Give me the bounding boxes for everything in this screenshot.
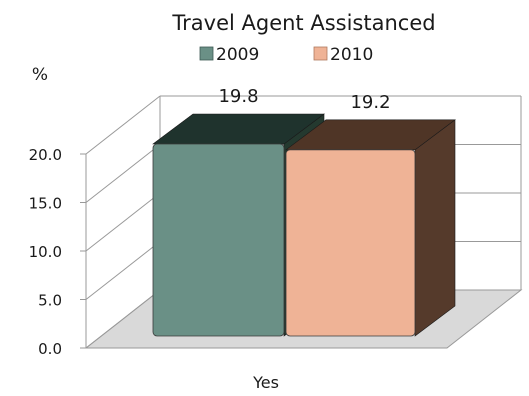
data-label-2010: 19.2 xyxy=(350,92,390,113)
y-tick-label: 20.0 xyxy=(29,146,62,164)
bars xyxy=(152,113,456,337)
y-tick-label: 5.0 xyxy=(38,292,62,310)
y-tick-label: 15.0 xyxy=(29,195,62,213)
gridline-depth xyxy=(85,95,161,155)
y-axis-label: % xyxy=(32,65,48,85)
y-tick-label: 10.0 xyxy=(29,243,62,261)
x-tick-label: Yes xyxy=(252,373,279,392)
legend-swatch-2009 xyxy=(199,46,214,61)
legend-label-2009: 2009 xyxy=(216,45,259,65)
data-labels: 19.8 19.2 xyxy=(218,86,390,113)
y-tick-label: 0.0 xyxy=(38,340,62,358)
chart-title: Travel Agent Assistanced xyxy=(171,11,435,35)
legend-swatch-2010 xyxy=(313,46,328,61)
bar-2010 xyxy=(285,119,456,337)
legend-label-2010: 2010 xyxy=(330,45,373,65)
y-axis-ticks: 0.0 5.0 10.0 15.0 20.0 xyxy=(29,146,86,358)
bar-front xyxy=(285,149,416,337)
gridline-depth xyxy=(85,144,161,203)
gridline-depth xyxy=(85,192,161,252)
data-label-2009: 19.8 xyxy=(218,86,258,107)
legend: 2009 2010 xyxy=(199,45,373,65)
bar-side xyxy=(414,119,456,337)
gridline-depth xyxy=(85,241,161,300)
gridline-depth xyxy=(85,289,161,349)
bar-front xyxy=(152,143,285,337)
